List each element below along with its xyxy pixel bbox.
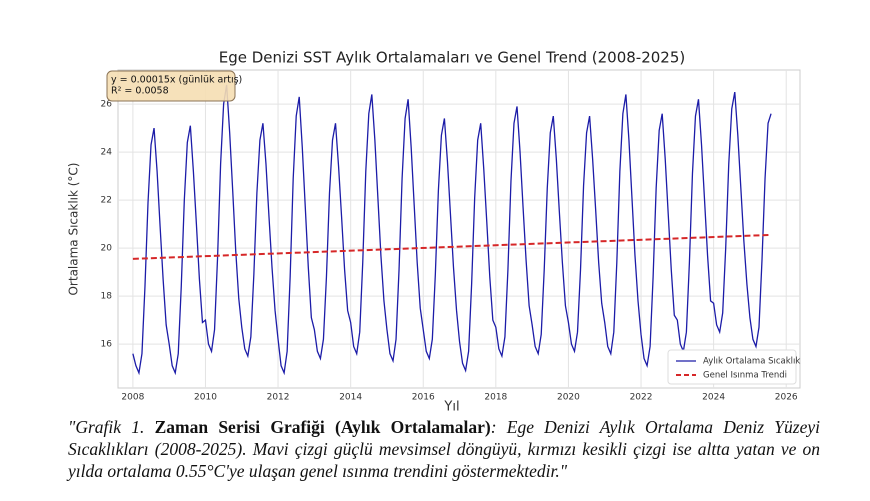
annotation: y = 0.00015x (günlük artış)R² = 0.0058 xyxy=(106,70,242,102)
y-tick-label: 18 xyxy=(101,292,113,302)
series-line xyxy=(132,84,772,376)
annotation-text: y = 0.00015x (günlük artış) xyxy=(111,75,242,86)
x-tick-label: 2022 xyxy=(630,393,653,403)
x-tick-label: 2026 xyxy=(775,393,798,403)
y-tick-label: 16 xyxy=(101,340,113,350)
annotation-box xyxy=(106,70,236,102)
y-tick-label: 26 xyxy=(101,100,113,110)
x-tick-label: 2024 xyxy=(702,393,725,403)
caption-lead: "Grafik 1. xyxy=(68,417,155,437)
legend-box xyxy=(667,349,797,385)
x-axis-label: Yıl xyxy=(443,400,459,413)
y-tick-label: 20 xyxy=(101,244,113,254)
x-tick-label: 2016 xyxy=(412,393,435,403)
x-tick-label: 2010 xyxy=(194,393,217,403)
x-tick-label: 2020 xyxy=(557,393,580,403)
x-tick-label: 2008 xyxy=(121,393,144,403)
chart-title: Ege Denizi SST Aylık Ortalamaları ve Gen… xyxy=(219,49,686,67)
annotation-text: R² = 0.0058 xyxy=(111,86,169,97)
caption-text: : Ege Denizi Aylık Ortalama Deniz Yüzeyi… xyxy=(68,417,821,481)
legend: Aylık Ortalama Sıcaklık Genel Isınma Tren… xyxy=(667,349,800,385)
legend-label: Genel Isınma Trendi xyxy=(703,371,787,381)
y-tick-label: 22 xyxy=(101,196,112,206)
x-tick-label: 2014 xyxy=(339,393,362,403)
y-axis-label: Ortalama Sıcaklık (°C) xyxy=(67,162,81,295)
caption-bold: Zaman Serisi Grafiği (Aylık Ortalamalar) xyxy=(154,417,491,437)
x-tick-label: 2018 xyxy=(484,393,507,403)
y-tick-label: 24 xyxy=(101,148,113,158)
series-line xyxy=(132,233,772,260)
caption: "Grafik 1. Zaman Serisi Grafiği (Aylık O… xyxy=(68,416,820,482)
legend-label: Aylık Ortalama Sıcaklık xyxy=(703,357,800,367)
x-tick-label: 2012 xyxy=(267,393,290,403)
chart: Ege Denizi SST Aylık Ortalamaları ve Gen… xyxy=(67,49,801,413)
